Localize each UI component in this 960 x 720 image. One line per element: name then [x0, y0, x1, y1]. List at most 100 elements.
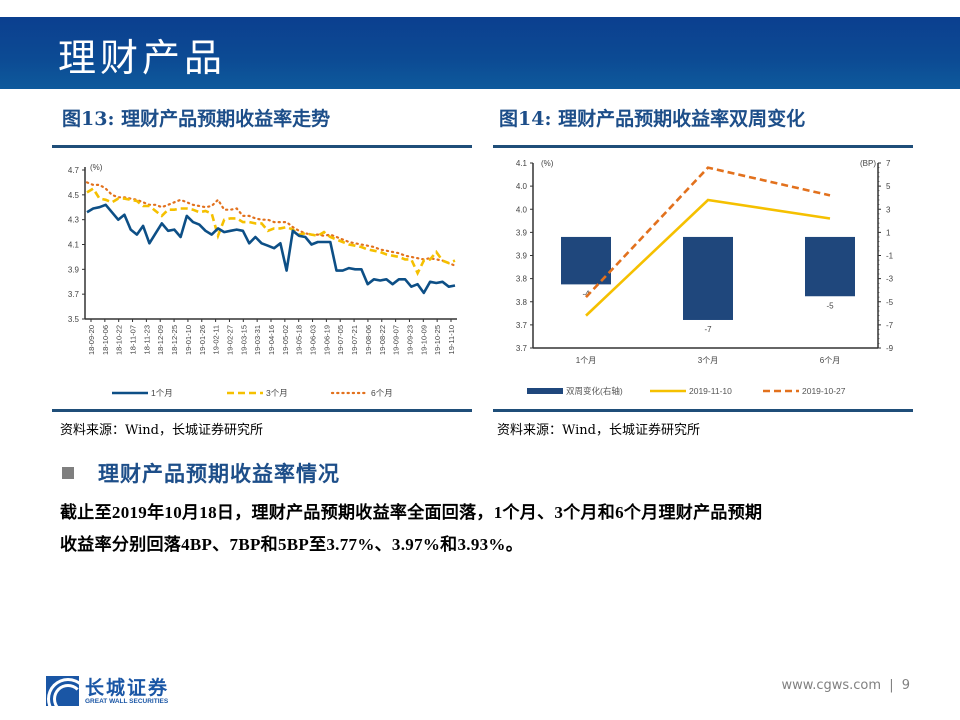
- left-tick-label: 3.7: [516, 344, 528, 353]
- right-tick-label: 1: [886, 228, 891, 237]
- x-tick-label: 19-04-16: [267, 325, 276, 355]
- x-tick-label: 18-12-25: [170, 325, 179, 355]
- legend-label: 2019-11-10: [689, 386, 732, 396]
- x-tick-label: 19-03-31: [253, 325, 262, 355]
- y-tick-label: 4.1: [68, 241, 80, 250]
- x-tick-label: 19-05-02: [281, 325, 290, 355]
- x-tick-label: 19-08-06: [364, 325, 373, 355]
- legend-label: 双周变化(右轴): [566, 386, 623, 396]
- x-tick-label: 19-09-23: [405, 325, 414, 355]
- y-tick-label: 3.9: [68, 265, 80, 274]
- right-tick-label: 3: [886, 205, 891, 214]
- x-tick-label: 19-01-26: [198, 325, 207, 355]
- x-tick-label: 19-10-09: [419, 325, 428, 355]
- legend-label: 6个月: [371, 388, 393, 398]
- company-logo: 长城证券 GREAT WALL SECURITIES: [46, 676, 169, 706]
- figure-13-bottom-rule: [52, 409, 472, 412]
- bar-data-label: -7: [704, 325, 712, 334]
- right-axis-unit: (BP): [860, 159, 876, 168]
- x-tick-label: 18-11-07: [129, 325, 138, 354]
- x-tick-label: 19-01-10: [184, 325, 193, 355]
- combo-chart-svg: 4.1 4.0 4.0 3.9 3.9 3.8 3.8 3.7 3.7 7 5 3 1 -1 -3 -5 -7 -…: [516, 159, 894, 396]
- series-line-3个月: [86, 186, 456, 277]
- page-title: 理财产品: [58, 36, 227, 80]
- right-tick-label: -7: [886, 321, 894, 330]
- x-tick-label: 19-02-11: [212, 325, 221, 354]
- category-label: 1个月: [576, 356, 596, 365]
- series-line-1个月: [86, 203, 456, 295]
- section-heading: 理财产品预期收益率情况: [62, 459, 340, 487]
- great-wall-logo-icon: [46, 676, 79, 706]
- footer-info: www.cgws.com | 9: [782, 678, 911, 693]
- left-tick-label: 3.9: [516, 228, 528, 237]
- website-link[interactable]: www.cgws.com: [781, 678, 882, 693]
- summary-line-2: 收益率分别回落4BP、7BP和5BP至3.77%、3.97%和3.93%。: [60, 535, 524, 554]
- x-tick-label: 19-02-27: [225, 325, 234, 355]
- category-label: 3个月: [698, 356, 718, 365]
- x-tick-label: 19-08-22: [378, 325, 387, 355]
- y-axis-unit: (%): [90, 163, 103, 172]
- left-tick-label: 4.0: [516, 182, 528, 191]
- page-number: 9: [901, 678, 910, 693]
- left-tick-label: 3.8: [516, 298, 528, 307]
- right-tick-label: 5: [886, 182, 891, 191]
- x-tick-label: 19-03-15: [239, 325, 248, 355]
- x-tick-label: 19-10-25: [433, 325, 442, 355]
- x-tick-label: 18-09-20: [87, 325, 96, 355]
- right-tick-label: -3: [886, 275, 894, 284]
- section-heading-text: 理财产品预期收益率情况: [98, 461, 340, 486]
- right-tick-label: -5: [886, 298, 894, 307]
- left-axis-unit: (%): [541, 159, 554, 168]
- x-tick-label: 19-07-05: [336, 325, 345, 355]
- x-tick-label: 19-09-07: [392, 325, 401, 355]
- x-tick-label: 19-06-19: [322, 325, 331, 355]
- figure-14-source: 资料来源：Wind，长城证券研究所: [497, 423, 700, 438]
- figure-13-title: 图13: 理财产品预期收益率走势: [62, 108, 331, 130]
- y-tick-label: 4.3: [68, 216, 80, 225]
- footer-separator: |: [889, 678, 894, 693]
- bar-1个月: [561, 236, 611, 285]
- figure-14-title: 图14: 理财产品预期收益率双周变化: [499, 108, 806, 130]
- left-tick-label: 3.9: [516, 252, 528, 261]
- logo-en-text: GREAT WALL SECURITIES: [85, 697, 169, 705]
- line-chart-svg: 4.7 4.5 4.3 4.1 3.9 3.7 3.5 (%) 18-09-20 18-10-06…: [68, 163, 457, 398]
- left-tick-label: 3.8: [516, 275, 528, 284]
- chart-yield-trend: 4.7 4.5 4.3 4.1 3.9 3.7 3.5 (%) 18-09-20 18-10-06…: [52, 150, 472, 408]
- y-tick-label: 3.5: [68, 315, 80, 324]
- x-tick-label: 19-07-21: [350, 325, 359, 355]
- y-tick-label: 4.7: [68, 166, 80, 175]
- legend-label: 1个月: [151, 388, 173, 398]
- line-2019-11-10: [585, 198, 831, 317]
- y-tick-label: 3.7: [68, 290, 80, 299]
- left-tick-label: 3.7: [516, 321, 528, 330]
- chart-biweekly-change: 4.1 4.0 4.0 3.9 3.9 3.8 3.8 3.7 3.7 7 5 3 1 -1 -3 -5 -7 -…: [493, 150, 913, 408]
- figure-13-top-rule: [52, 145, 472, 148]
- left-tick-label: 4.0: [516, 205, 528, 214]
- x-tick-label: 19-06-03: [309, 325, 318, 355]
- x-tick-label: 18-10-06: [101, 325, 110, 355]
- bar-data-label: -5: [826, 301, 834, 310]
- category-label: 6个月: [820, 356, 840, 365]
- bar-3个月: [683, 236, 733, 320]
- figure-14-top-rule: [493, 145, 913, 148]
- legend-label: 2019-10-27: [802, 386, 846, 396]
- y-tick-label: 4.5: [68, 191, 80, 200]
- figure-13-source: 资料来源：Wind，长城证券研究所: [60, 423, 263, 438]
- summary-line-1: 截止至2019年10月18日，理财产品预期收益率全面回落，1个月、3个月和6个月…: [60, 503, 763, 522]
- x-tick-label: 18-11-23: [142, 325, 151, 354]
- x-tick-label: 18-12-09: [156, 325, 165, 355]
- figure-14-bottom-rule: [493, 409, 913, 412]
- right-tick-label: 7: [886, 159, 891, 168]
- x-tick-label: 19-11-10: [447, 325, 456, 354]
- legend-label: 3个月: [266, 388, 288, 398]
- square-bullet-icon: [62, 467, 74, 479]
- line-2019-10-27: [585, 166, 831, 299]
- legend-swatch-bar: [527, 388, 563, 394]
- title-banner: 理财产品: [0, 17, 960, 89]
- x-tick-label: 18-10-22: [115, 325, 124, 355]
- bar-data-label: -4: [582, 289, 590, 298]
- series-line-6个月: [85, 181, 457, 267]
- x-tick-label: 19-05-18: [295, 325, 304, 355]
- left-tick-label: 4.1: [516, 159, 528, 168]
- logo-cn-text: 长城证券: [85, 676, 170, 699]
